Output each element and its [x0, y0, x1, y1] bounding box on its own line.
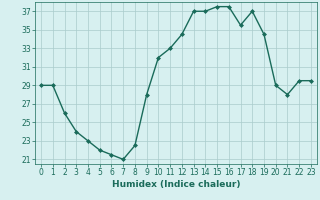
X-axis label: Humidex (Indice chaleur): Humidex (Indice chaleur): [112, 180, 240, 189]
